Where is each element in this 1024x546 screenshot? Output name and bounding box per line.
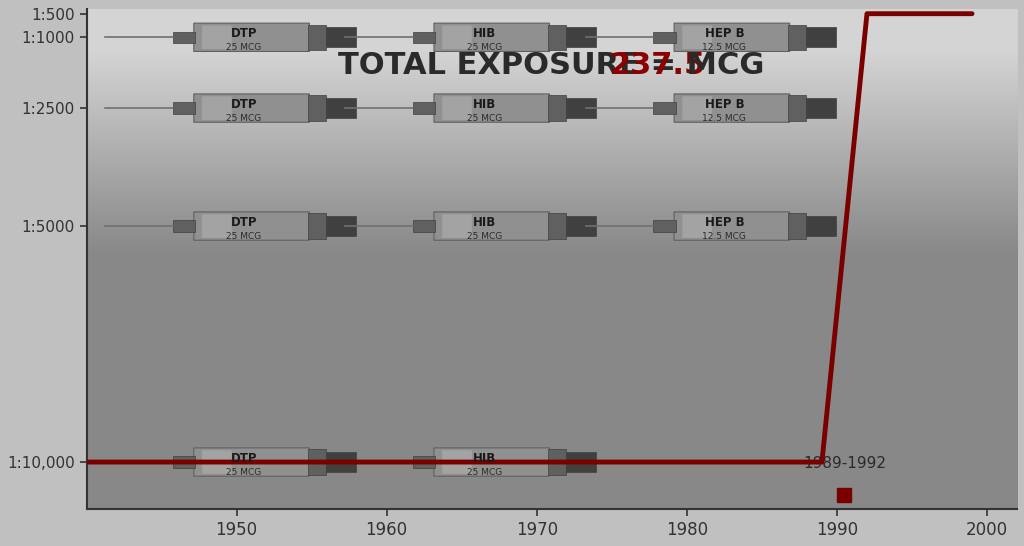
Text: 25 MCG: 25 MCG <box>467 114 502 123</box>
FancyBboxPatch shape <box>434 23 550 51</box>
Bar <box>173 456 196 468</box>
Bar <box>548 96 566 121</box>
FancyBboxPatch shape <box>434 212 550 240</box>
Bar <box>806 98 837 118</box>
Text: 25 MCG: 25 MCG <box>226 114 262 123</box>
Text: DTP: DTP <box>230 452 257 465</box>
Bar <box>788 213 806 239</box>
FancyBboxPatch shape <box>194 94 309 122</box>
Bar <box>308 213 326 239</box>
Bar <box>308 96 326 121</box>
Text: 12.5 MCG: 12.5 MCG <box>702 232 746 241</box>
Bar <box>173 221 196 232</box>
Text: MCG: MCG <box>676 51 764 80</box>
Bar <box>566 452 596 472</box>
Text: 25 MCG: 25 MCG <box>467 232 502 241</box>
Bar <box>413 32 435 43</box>
Bar <box>788 96 806 121</box>
FancyBboxPatch shape <box>202 96 231 120</box>
Bar <box>326 216 356 236</box>
Text: HIB: HIB <box>473 27 496 40</box>
FancyBboxPatch shape <box>682 26 712 49</box>
FancyBboxPatch shape <box>194 23 309 51</box>
FancyBboxPatch shape <box>682 96 712 120</box>
FancyBboxPatch shape <box>202 26 231 49</box>
Text: 25 MCG: 25 MCG <box>226 468 262 477</box>
Bar <box>653 221 676 232</box>
FancyBboxPatch shape <box>442 450 472 474</box>
Bar <box>548 25 566 50</box>
FancyBboxPatch shape <box>674 94 790 122</box>
FancyBboxPatch shape <box>442 214 472 238</box>
Text: 237.5: 237.5 <box>609 51 706 80</box>
FancyBboxPatch shape <box>202 214 231 238</box>
Text: HEP B: HEP B <box>705 98 744 111</box>
Bar <box>173 103 196 114</box>
Bar <box>566 27 596 47</box>
Text: TOTAL EXPOSURE =: TOTAL EXPOSURE = <box>338 51 687 80</box>
Bar <box>548 213 566 239</box>
FancyBboxPatch shape <box>434 94 550 122</box>
Bar <box>413 103 435 114</box>
Bar <box>806 27 837 47</box>
Text: 1989-1992: 1989-1992 <box>803 456 886 472</box>
Bar <box>326 27 356 47</box>
Bar <box>653 32 676 43</box>
FancyBboxPatch shape <box>442 26 472 49</box>
Text: 25 MCG: 25 MCG <box>226 232 262 241</box>
Text: DTP: DTP <box>230 216 257 229</box>
FancyBboxPatch shape <box>674 23 790 51</box>
Bar <box>566 216 596 236</box>
Text: DTP: DTP <box>230 27 257 40</box>
Bar <box>308 25 326 50</box>
Text: 25 MCG: 25 MCG <box>467 468 502 477</box>
Bar <box>788 25 806 50</box>
Bar <box>806 216 837 236</box>
Bar <box>566 98 596 118</box>
FancyBboxPatch shape <box>194 448 309 476</box>
Text: DTP: DTP <box>230 98 257 111</box>
Text: HIB: HIB <box>473 216 496 229</box>
FancyBboxPatch shape <box>194 212 309 240</box>
FancyBboxPatch shape <box>434 448 550 476</box>
Bar <box>326 452 356 472</box>
Text: HIB: HIB <box>473 452 496 465</box>
FancyBboxPatch shape <box>442 96 472 120</box>
Bar <box>548 449 566 475</box>
Text: HEP B: HEP B <box>705 27 744 40</box>
Bar <box>326 98 356 118</box>
Text: HEP B: HEP B <box>705 216 744 229</box>
FancyBboxPatch shape <box>674 212 790 240</box>
Text: 25 MCG: 25 MCG <box>467 43 502 52</box>
FancyBboxPatch shape <box>682 214 712 238</box>
Bar <box>173 32 196 43</box>
Bar <box>653 103 676 114</box>
Bar <box>308 449 326 475</box>
Text: 12.5 MCG: 12.5 MCG <box>702 114 746 123</box>
Text: 25 MCG: 25 MCG <box>226 43 262 52</box>
Text: HIB: HIB <box>473 98 496 111</box>
Text: 12.5 MCG: 12.5 MCG <box>702 43 746 52</box>
FancyBboxPatch shape <box>202 450 231 474</box>
Bar <box>413 221 435 232</box>
Bar <box>413 456 435 468</box>
